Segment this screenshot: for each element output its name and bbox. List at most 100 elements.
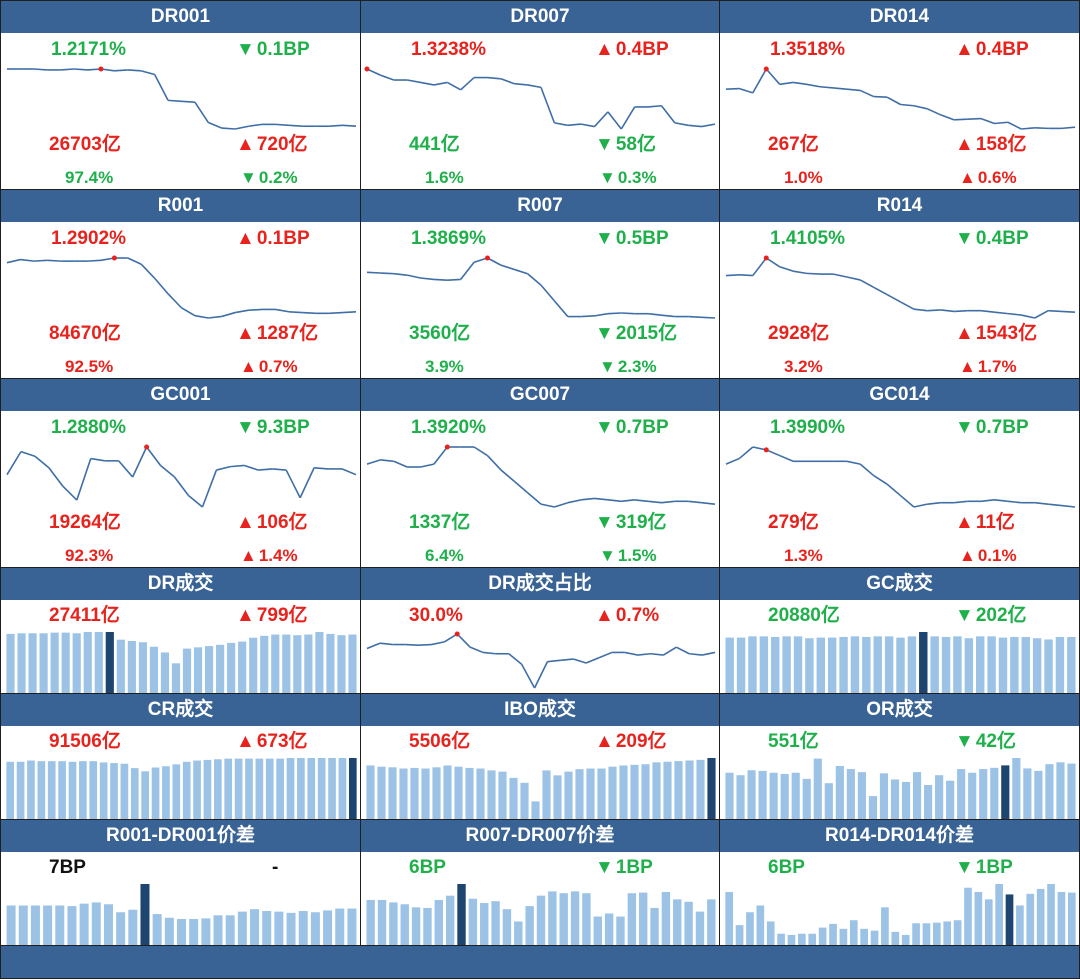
bar: [6, 633, 15, 693]
line-segment: [168, 99, 182, 103]
bar: [798, 933, 806, 945]
arrow-up-icon: ▲: [959, 546, 976, 565]
bar: [377, 899, 387, 945]
panel-title: OR成交: [720, 694, 1079, 726]
bar: [1012, 758, 1021, 819]
line-segment: [900, 301, 915, 310]
bar: [491, 901, 500, 945]
bar: [553, 775, 562, 819]
line-segment: [886, 293, 901, 303]
latest-point-marker: [454, 631, 460, 637]
line-segment: [689, 652, 703, 656]
line-segment: [6, 258, 21, 264]
line-segment: [873, 286, 888, 296]
bar: [839, 636, 848, 693]
footer-bar: [0, 945, 1080, 979]
bar: [974, 891, 983, 945]
line-segment: [181, 100, 195, 104]
line-segment: [60, 68, 75, 71]
volume-value: 441亿: [409, 134, 460, 156]
bar: [824, 783, 833, 819]
bar: [1036, 888, 1045, 945]
line-segment: [131, 446, 148, 478]
bar: [224, 758, 233, 819]
bar: [990, 767, 999, 819]
panel-gc001: GC001 1.2880% ▼ 9.3BP 19264亿 ▲ 106亿 92.3% ▲ 1.4%: [0, 378, 361, 568]
line-segment: [33, 259, 48, 262]
volume-value-value: 19264亿: [49, 512, 121, 533]
bar: [94, 632, 103, 693]
share-value: 1.0%: [784, 167, 823, 189]
bar: [957, 769, 966, 819]
bar: [79, 761, 87, 819]
line-segment: [607, 499, 622, 503]
bar: [465, 767, 474, 819]
panel-title: R007-DR007价差: [361, 820, 719, 852]
bar: [89, 761, 98, 819]
bar: [884, 636, 894, 693]
change-value-value: 673亿: [256, 731, 308, 752]
line-segment: [258, 468, 273, 471]
arrow-down-icon: ▼: [595, 512, 614, 533]
panel-r007: R007 1.3869% ▼ 0.5BP 3560亿 ▼ 2015亿 3.9% ▼ 2.3%: [360, 189, 720, 379]
change-value-value: 799亿: [256, 605, 308, 626]
line-segment: [567, 499, 582, 504]
bar: [432, 767, 441, 819]
bar: [43, 905, 53, 945]
line-segment: [886, 483, 902, 497]
bar: [366, 765, 375, 819]
bar: [27, 760, 35, 819]
line-segment: [275, 308, 290, 313]
bar: [627, 893, 637, 945]
rate-change: ▼ 0.5BP: [595, 228, 669, 250]
bar: [99, 762, 108, 819]
bar: [468, 898, 478, 945]
bar: [1057, 891, 1066, 945]
bar: [286, 912, 296, 945]
line-segment: [688, 315, 702, 319]
rate-value-value: 1.3869%: [411, 228, 487, 249]
rate-value: 1.3990%: [770, 417, 845, 439]
arrow-down-icon: ▼: [599, 357, 616, 376]
bar: [138, 642, 147, 693]
line-segment: [647, 500, 662, 504]
line-segment: [366, 271, 381, 274]
line-segment: [725, 274, 740, 277]
bar: [128, 909, 138, 945]
line-segment: [661, 314, 675, 318]
bar: [55, 905, 65, 945]
line-segment: [572, 658, 587, 664]
bar: [39, 633, 48, 693]
line-segment: [420, 463, 435, 468]
latest-point-marker: [763, 66, 769, 72]
bar: [297, 758, 305, 819]
line-segment: [6, 451, 22, 476]
arrow-down-icon: ▼: [955, 605, 974, 626]
bar: [995, 884, 1003, 945]
rate-change: ▼ 0.1BP: [236, 39, 310, 61]
line-segment: [513, 480, 529, 494]
bar: [366, 899, 375, 945]
arrow-up-icon: ▲: [236, 228, 255, 249]
line-segment: [520, 663, 536, 689]
line-segment: [540, 503, 555, 508]
rate-value-value: 1.2902%: [51, 228, 127, 249]
change-value: ▲ 799亿: [236, 605, 308, 627]
share-change-value: 1.5%: [617, 546, 657, 565]
main-value-value: 91506亿: [49, 731, 121, 752]
line-segment: [201, 469, 218, 508]
line-segment: [648, 104, 662, 108]
bar: [536, 895, 546, 945]
bar: [564, 771, 573, 819]
bar: [616, 916, 625, 945]
main-value: 7BP: [49, 857, 86, 879]
line-segment: [701, 316, 716, 319]
line-segment: [560, 658, 574, 662]
bar: [421, 768, 430, 819]
bar: [204, 646, 214, 693]
bar: [498, 771, 507, 819]
bar: [813, 758, 822, 819]
line-segment: [581, 315, 595, 318]
bar: [1067, 763, 1076, 819]
bar: [771, 636, 780, 693]
